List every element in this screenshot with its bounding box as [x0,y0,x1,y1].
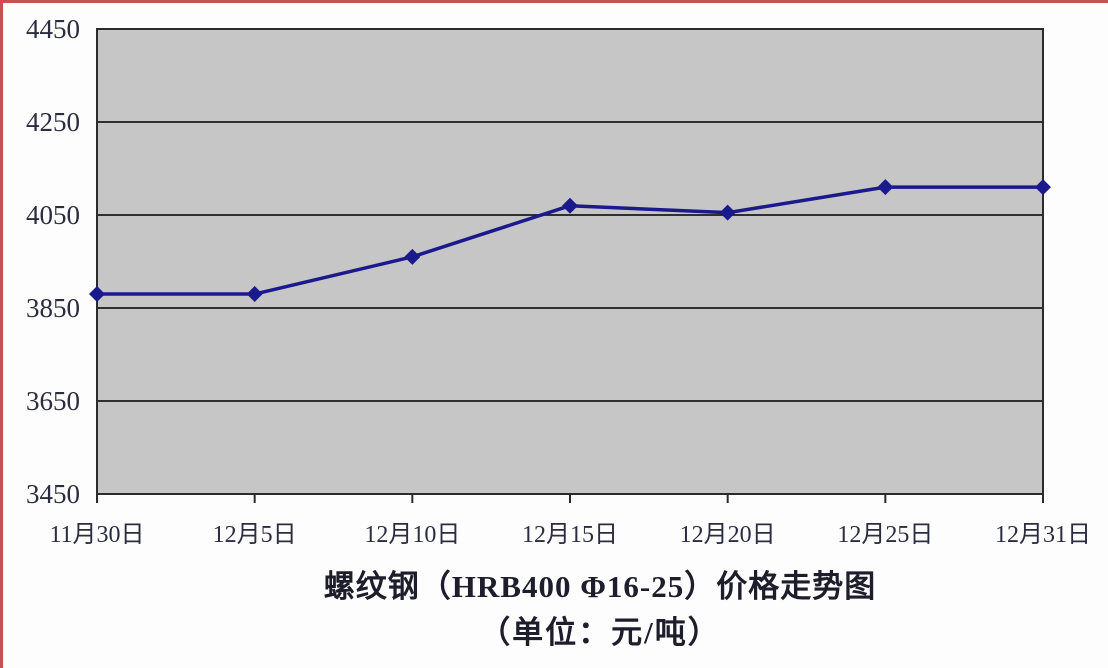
chart-caption: 螺纹钢（HRB400 Φ16-25）价格走势图 （单位：元/吨） [95,563,1105,656]
chart-subtitle: （单位：元/吨） [479,615,721,650]
data-point-marker-4 [719,204,736,221]
x-axis-label-0: 11月30日 [49,522,144,548]
x-axis-label-2: 12月10日 [364,522,460,548]
page-border-top-line [0,0,1108,3]
data-point-marker-3 [562,197,578,214]
y-axis-label-3850: 3850 [26,293,80,323]
x-axis-label-4: 12月20日 [680,522,776,548]
y-axis-label-3450: 3450 [26,479,80,509]
data-point-marker-2 [404,248,421,265]
page-border-left-line [0,0,3,668]
chart-title: 螺纹钢（HRB400 Φ16-25）价格走势图 [323,569,877,604]
data-point-marker-6 [1035,179,1051,196]
x-axis-label-5: 12月25日 [837,522,933,548]
y-axis-label-4450: 4450 [26,14,80,44]
data-point-marker-1 [246,286,263,303]
y-axis-label-3650: 3650 [26,386,80,416]
x-axis-label-6: 12月31日 [995,522,1091,548]
y-axis-label-4050: 4050 [26,200,80,230]
x-axis-label-3: 12月15日 [522,522,618,548]
y-axis-label-4250: 4250 [26,107,80,137]
data-point-marker-0 [89,286,105,303]
x-axis-label-1: 12月5日 [213,522,297,548]
plot-area [97,29,1043,494]
data-point-marker-5 [877,179,894,196]
